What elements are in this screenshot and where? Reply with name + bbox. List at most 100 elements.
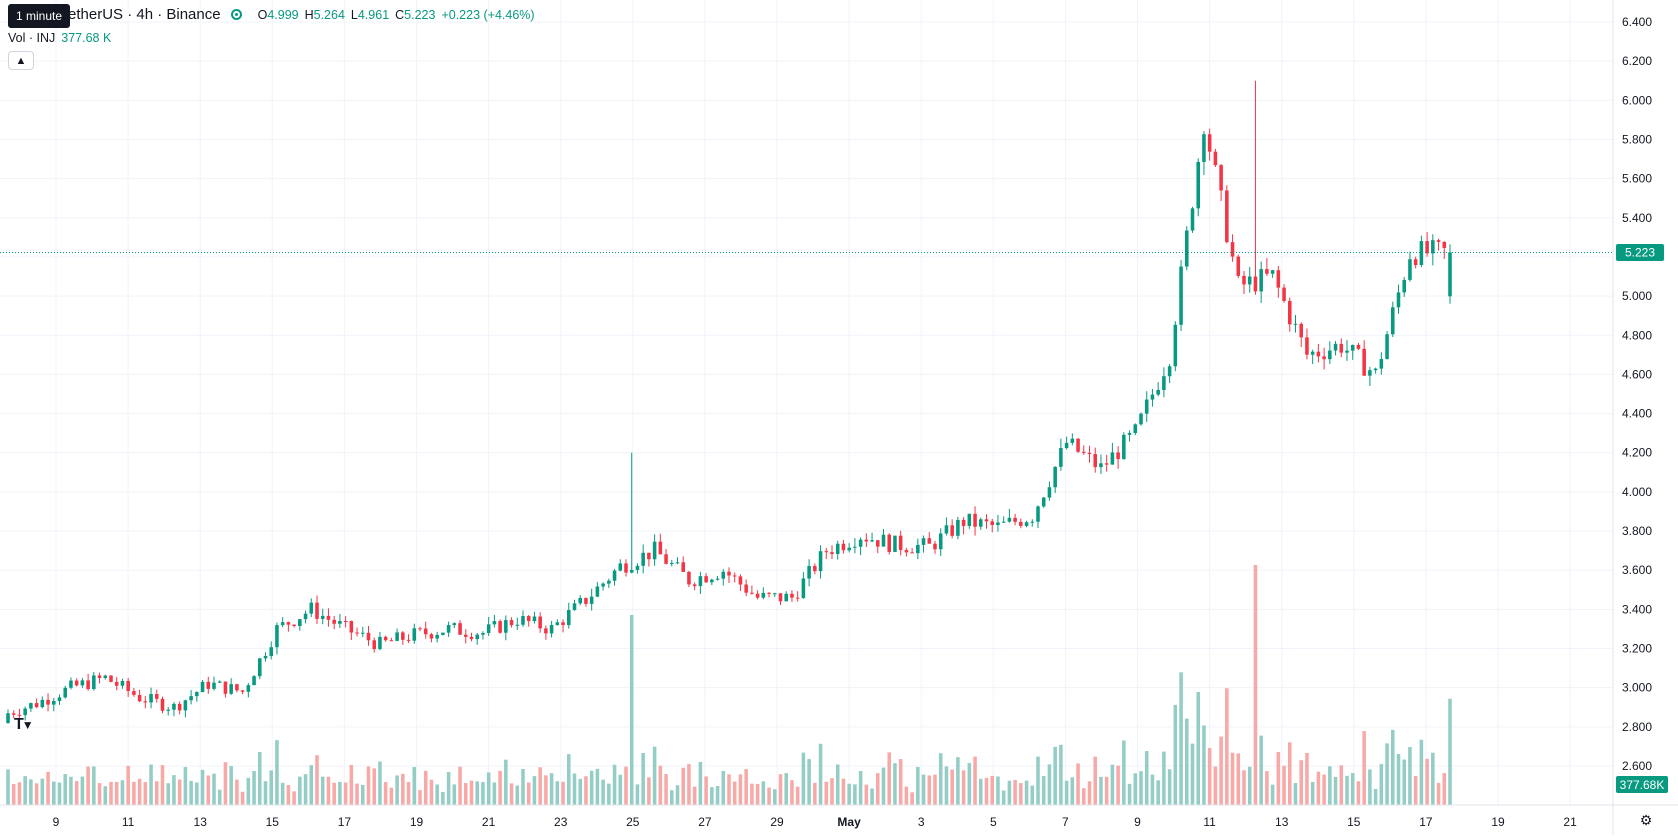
volume-bar [80, 776, 85, 805]
volume-bar [429, 779, 434, 805]
candle-body [435, 634, 439, 639]
volume-title[interactable]: Vol · INJ [8, 31, 56, 45]
volume-bar [1436, 782, 1441, 805]
volume-bar [607, 783, 611, 805]
candle-body [1196, 161, 1200, 209]
volume-bar [1356, 781, 1361, 805]
candle-body [1288, 300, 1292, 325]
volume-bar [853, 784, 857, 805]
candle-body [984, 519, 989, 522]
candle-body [956, 519, 960, 536]
candle-body [1001, 521, 1006, 523]
candle-body [86, 680, 90, 690]
time-axis[interactable]: 9 11 13 15 17 19 21 23 25 27 29 May 3 5 7 9 11 13 15 17 19 21 [53, 815, 1577, 829]
candle-body [52, 701, 56, 705]
candle-body [921, 538, 926, 545]
candle-body [378, 636, 382, 650]
price-tick-label: 5.000 [1622, 289, 1652, 303]
volume-bar [750, 783, 754, 805]
volume-bar [715, 785, 720, 805]
collapse-legend-button[interactable]: ▲ [8, 51, 34, 70]
candle-body [355, 632, 359, 634]
candle-body [1093, 454, 1097, 468]
volume-bar [395, 775, 399, 805]
candle-body [149, 694, 153, 703]
volume-bar [1282, 765, 1286, 805]
volume-bar [910, 792, 914, 805]
volume-bar [114, 781, 119, 805]
volume-legend: Vol · INJ 377.68 K [8, 31, 111, 45]
volume-bar [1127, 783, 1132, 805]
volume-bar [1350, 773, 1355, 805]
candle-body [1333, 343, 1338, 351]
candle-body [1242, 275, 1246, 285]
candle-body [1448, 252, 1452, 297]
candle-body [1305, 337, 1309, 355]
candle-body [612, 570, 617, 581]
candle-body [1230, 242, 1235, 257]
volume-bar [280, 782, 285, 805]
volume-bar [1442, 773, 1447, 805]
candle-body [1328, 350, 1332, 360]
candle-body [933, 543, 937, 550]
volume-bar [418, 790, 422, 805]
candle-body [544, 628, 548, 634]
volume-bar [1207, 748, 1212, 805]
volume-bar [160, 765, 165, 805]
candle-body [1070, 438, 1075, 443]
candle-body [429, 634, 434, 639]
volume-bar [744, 769, 748, 805]
volume-bar [126, 765, 130, 805]
price-axis[interactable]: 6.4006.2006.0005.8005.6005.4005.2005.000… [1622, 15, 1652, 773]
volume-bar [618, 774, 623, 805]
candle-body [572, 603, 577, 611]
volume-bar [458, 766, 462, 805]
volume-bar [509, 783, 514, 805]
price-tick-label: 3.600 [1622, 563, 1652, 577]
candle-body [755, 593, 760, 598]
interval-tooltip: 1 minute [8, 4, 71, 28]
symbol-title[interactable]: etherUS · 4h · Binance [68, 6, 221, 23]
volume-bar [1316, 771, 1321, 805]
candle-body [109, 675, 113, 682]
candle-body [910, 552, 914, 554]
volume-bar [475, 781, 479, 805]
volume-bar [1276, 751, 1281, 805]
candle-body [567, 610, 571, 626]
last-price-badge: 5.223 [1616, 243, 1664, 261]
volume-bar [172, 775, 176, 805]
volume-bar [984, 777, 989, 805]
candle-body [847, 547, 851, 551]
volume-bar [561, 781, 565, 805]
volume-bar [464, 783, 468, 805]
volume-bar [647, 777, 651, 805]
volume-bar [578, 778, 582, 805]
volume-bar [1362, 731, 1366, 805]
candle-body [155, 694, 159, 699]
candle-body [990, 521, 994, 526]
volume-bar [1242, 770, 1246, 805]
volume-bar [544, 775, 548, 805]
volume-bar [1162, 751, 1166, 805]
candle-body [320, 615, 325, 619]
gear-icon[interactable]: ⚙ [1639, 812, 1653, 828]
candle-body [515, 624, 520, 626]
volume-bar [938, 753, 943, 805]
volume-bar [635, 784, 640, 805]
time-tick-label: 21 [482, 815, 496, 829]
candle-body [641, 552, 645, 566]
price-tick-label: 4.800 [1622, 328, 1652, 342]
volume-bar [52, 781, 56, 805]
tradingview-logo-icon[interactable]: T▼ [14, 716, 34, 733]
candle-body [441, 632, 445, 635]
candle-body [292, 624, 296, 626]
volume-bar [1225, 688, 1229, 805]
volume-bar [589, 770, 594, 805]
candle-body [1419, 241, 1424, 266]
candle-body [1270, 270, 1275, 274]
market-status-icon[interactable] [230, 9, 242, 20]
candle-body [595, 586, 600, 597]
time-tick-label: 21 [1563, 815, 1577, 829]
